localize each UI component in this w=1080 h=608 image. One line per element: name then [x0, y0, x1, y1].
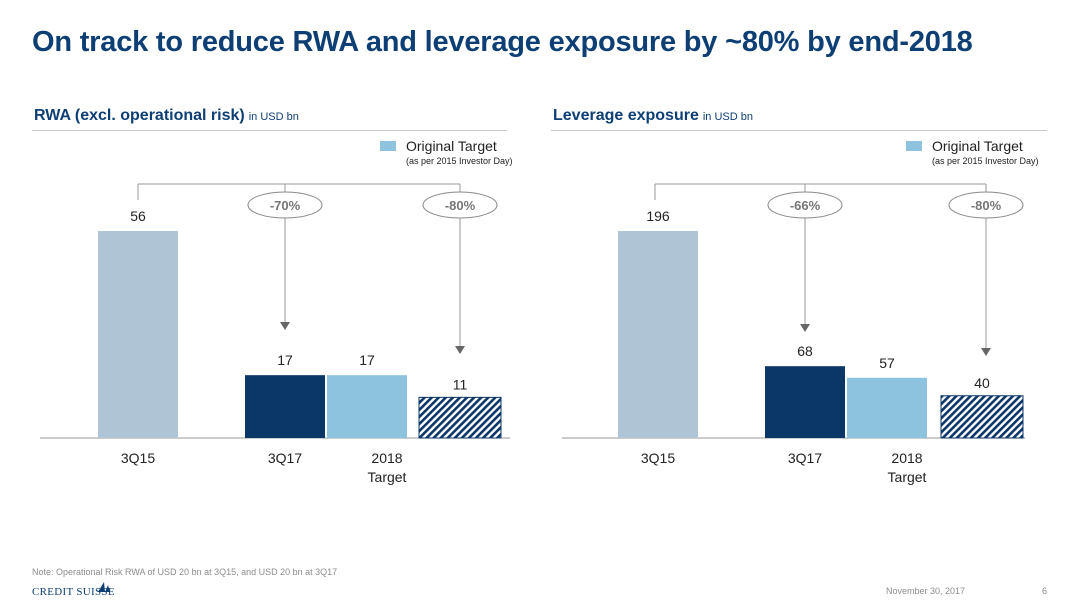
footnote: Note: Operational Risk RWA of USD 20 bn …: [32, 567, 338, 577]
rwa-category-label-0: 3Q15: [121, 450, 155, 466]
rwa-reduction-oval-2018-target: [422, 191, 498, 219]
rwa-reduction-label-3q17: -70%: [270, 198, 301, 213]
rwa-panel-rule: [32, 130, 507, 131]
rwa-reduction-label-2018-target: -80%: [445, 198, 476, 213]
leverage-bar-original-target: [847, 377, 927, 438]
rwa-category-label-2-line2: Target: [368, 469, 407, 485]
leverage-bar-2018-target: [940, 395, 1024, 439]
rwa-legend-label: Original Target: [406, 138, 497, 154]
rwa-reduction-oval-3q17: [247, 191, 323, 219]
rwa-panel-unit: in USD bn: [248, 111, 299, 123]
leverage-value-label-2018-target: 40: [974, 375, 990, 391]
leverage-reduction-label-3q17: -66%: [790, 198, 821, 213]
rwa-value-label-3q17: 17: [277, 352, 293, 368]
rwa-value-label-2018-target: 11: [453, 376, 468, 392]
rwa-panel-title: RWA (excl. operational risk) in USD bn: [34, 107, 299, 125]
rwa-arrow-2018-target-icon: [455, 346, 465, 354]
leverage-category-label-0: 3Q15: [641, 450, 675, 466]
leverage-reduction-oval-3q17: [767, 191, 843, 219]
rwa-legend-swatch: [380, 141, 396, 151]
credit-suisse-logo: CREDIT SUISSE: [32, 586, 115, 598]
leverage-value-label-3q15: 196: [646, 208, 670, 224]
slide-title: On track to reduce RWA and leverage expo…: [32, 26, 973, 58]
leverage-arrow-3q17-icon: [800, 324, 810, 332]
rwa-category-label-1: 3Q17: [268, 450, 302, 466]
leverage-category-label-2-line2: Target: [888, 469, 927, 485]
rwa-legend-sublabel: (as per 2015 Investor Day): [406, 156, 513, 166]
leverage-bar-3q15: [618, 231, 698, 438]
leverage-legend-label: Original Target: [932, 138, 1023, 154]
rwa-category-label-2: 2018: [371, 450, 402, 466]
page-number: 6: [1042, 586, 1048, 596]
leverage-legend-swatch: [906, 141, 922, 151]
leverage-value-label-3q17: 68: [797, 343, 813, 359]
leverage-category-label-1: 3Q17: [788, 450, 822, 466]
rwa-panel-title-text: RWA (excl. operational risk): [34, 107, 245, 124]
rwa-arrow-3q17-icon: [280, 322, 290, 330]
rwa-bar-3q17: [245, 375, 325, 438]
leverage-value-label-original-target: 57: [879, 355, 895, 371]
leverage-arrow-2018-target-icon: [981, 348, 991, 356]
footer-date: November 30, 2017: [886, 586, 966, 596]
leverage-panel-title: Leverage exposure in USD bn: [553, 107, 753, 125]
leverage-reduction-label-2018-target: -80%: [971, 198, 1002, 213]
leverage-category-label-2: 2018: [891, 450, 922, 466]
sails-logo-icon: [98, 582, 110, 592]
rwa-value-label-original-target: 17: [359, 352, 375, 368]
leverage-panel-title-text: Leverage exposure: [553, 107, 699, 124]
leverage-legend-sublabel: (as per 2015 Investor Day): [932, 156, 1039, 166]
leverage-bar-3q17: [765, 366, 845, 438]
rwa-bar-2018-target: [418, 396, 502, 439]
leverage-panel-rule: [551, 130, 1047, 131]
rwa-value-label-3q15: 56: [130, 208, 146, 224]
rwa-bar-original-target: [327, 375, 407, 438]
leverage-reduction-oval-2018-target: [948, 191, 1024, 219]
leverage-panel-unit: in USD bn: [702, 111, 753, 123]
rwa-bar-3q15: [98, 231, 178, 438]
